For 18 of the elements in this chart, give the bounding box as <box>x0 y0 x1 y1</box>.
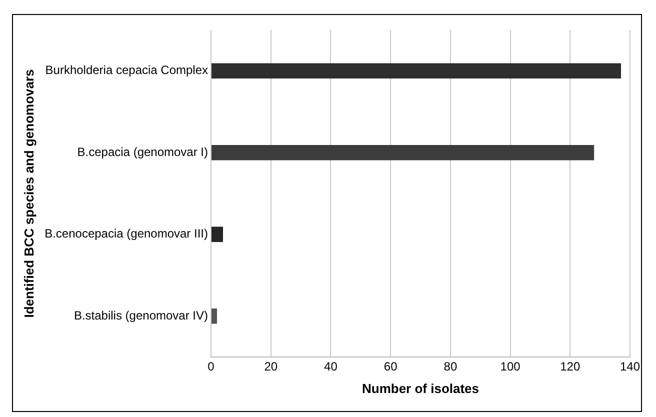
bar <box>212 144 594 160</box>
y-axis-title: Identified BCC species and genomovars <box>21 69 36 318</box>
bar <box>212 226 223 242</box>
bar <box>212 308 218 324</box>
x-tick-label: 140 <box>620 360 640 374</box>
x-tick-label: 20 <box>264 360 278 374</box>
x-tick-label: 80 <box>444 360 458 374</box>
x-axis-title: Number of isolates <box>362 380 480 396</box>
x-tick-label: 0 <box>208 360 215 374</box>
x-tick-label: 100 <box>500 360 521 374</box>
bar <box>212 63 622 79</box>
y-tick-label: Burkholderia cepacia Complex <box>45 63 208 78</box>
x-tick-label: 120 <box>560 360 580 374</box>
y-tick-label: B.cepacia (genomovar I) <box>77 144 208 159</box>
y-tick-label: B.cenocepacia (genomovar III) <box>44 226 208 241</box>
x-tick-label: 60 <box>384 360 398 374</box>
x-tick-label: 40 <box>324 360 338 374</box>
y-tick-label: B.stabilis (genomovar IV) <box>74 308 208 322</box>
